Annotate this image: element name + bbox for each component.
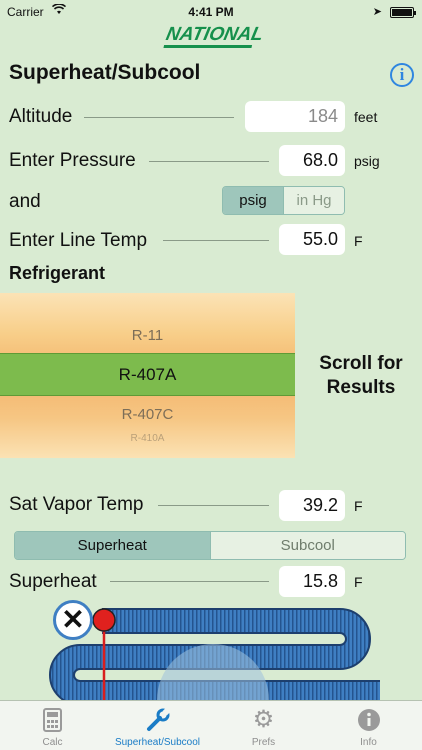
clock: 4:41 PM bbox=[188, 5, 234, 19]
tab-superheat-subcool[interactable]: Superheat/Subcool bbox=[105, 701, 210, 750]
tab-calc[interactable]: Calc bbox=[0, 701, 105, 750]
pressure-label: Enter Pressure bbox=[9, 150, 136, 171]
scroll-for-results-hint: Scroll for Results bbox=[306, 352, 416, 400]
psig-option[interactable]: psig bbox=[223, 187, 283, 214]
superheat-unit: F bbox=[354, 574, 363, 590]
subcool-option[interactable]: Subcool bbox=[209, 532, 405, 559]
mode-toggle[interactable]: Superheat Subcool bbox=[14, 531, 406, 560]
sat-vapor-label: Sat Vapor Temp bbox=[9, 494, 144, 515]
carrier-label: Carrier bbox=[7, 5, 44, 19]
page-title: Superheat/Subcool bbox=[9, 61, 201, 84]
info-button[interactable]: i bbox=[390, 63, 414, 87]
line-temp-leader-line bbox=[163, 240, 269, 241]
pressure-unit-toggle[interactable]: psig in Hg bbox=[222, 186, 345, 215]
tab-info[interactable]: Info bbox=[316, 701, 421, 750]
inhg-option[interactable]: in Hg bbox=[283, 187, 344, 214]
calculator-icon bbox=[0, 708, 105, 732]
superheat-label: Superheat bbox=[9, 571, 97, 592]
tab-calc-label: Calc bbox=[42, 737, 63, 748]
superheat-option[interactable]: Superheat bbox=[15, 532, 210, 559]
wifi-icon bbox=[51, 3, 67, 18]
info-icon bbox=[316, 708, 421, 732]
battery-icon bbox=[390, 7, 416, 18]
wrench-icon bbox=[105, 707, 210, 732]
close-icon[interactable]: ✕ bbox=[53, 600, 93, 640]
altitude-unit: feet bbox=[354, 109, 378, 125]
picker-item[interactable]: R-407C bbox=[121, 406, 174, 423]
tab-superheat-subcool-label: Superheat/Subcool bbox=[114, 737, 201, 748]
picker-item[interactable]: R-11 bbox=[131, 327, 164, 344]
tab-prefs[interactable]: ⚙ Prefs bbox=[211, 701, 316, 750]
sat-vapor-value: 39.2 bbox=[279, 490, 345, 521]
tab-bar: Calc Superheat/Subcool ⚙ Prefs Info bbox=[0, 700, 422, 750]
and-label: and bbox=[9, 191, 41, 212]
picker-selected-item[interactable]: R-407A bbox=[0, 353, 295, 396]
status-bar: Carrier 4:41 PM ➤ bbox=[0, 0, 422, 24]
line-temp-unit: F bbox=[354, 233, 363, 249]
line-temp-label: Enter Line Temp bbox=[9, 230, 148, 251]
picker-item[interactable]: R-410A bbox=[130, 433, 165, 444]
superheat-value: 15.8 bbox=[279, 566, 345, 597]
line-temp-input[interactable]: 55.0 bbox=[279, 224, 345, 255]
refrigerant-label: Refrigerant bbox=[9, 263, 106, 283]
tab-prefs-label: Prefs bbox=[251, 737, 276, 748]
altitude-leader-line bbox=[84, 117, 234, 118]
altitude-input[interactable]: 184 bbox=[245, 101, 345, 132]
pressure-input[interactable]: 68.0 bbox=[279, 145, 345, 176]
altitude-label: Altitude bbox=[9, 106, 73, 127]
tab-info-label: Info bbox=[360, 737, 377, 748]
refrigerant-picker[interactable]: R-11 R-407A R-407C R-410A bbox=[0, 293, 295, 458]
scroll-hint-line-2: Results bbox=[326, 377, 396, 398]
gear-icon: ⚙ bbox=[252, 706, 275, 733]
location-icon: ➤ bbox=[372, 6, 382, 18]
pressure-unit: psig bbox=[354, 153, 380, 169]
hose-illustration: ✕ bbox=[0, 596, 422, 700]
sat-vapor-unit: F bbox=[354, 498, 363, 514]
pressure-leader-line bbox=[149, 161, 269, 162]
national-logo: NATIONAL bbox=[163, 24, 265, 48]
superheat-leader-line bbox=[110, 581, 269, 582]
sat-vapor-leader-line bbox=[158, 505, 269, 506]
scroll-hint-line-1: Scroll for bbox=[319, 353, 403, 374]
